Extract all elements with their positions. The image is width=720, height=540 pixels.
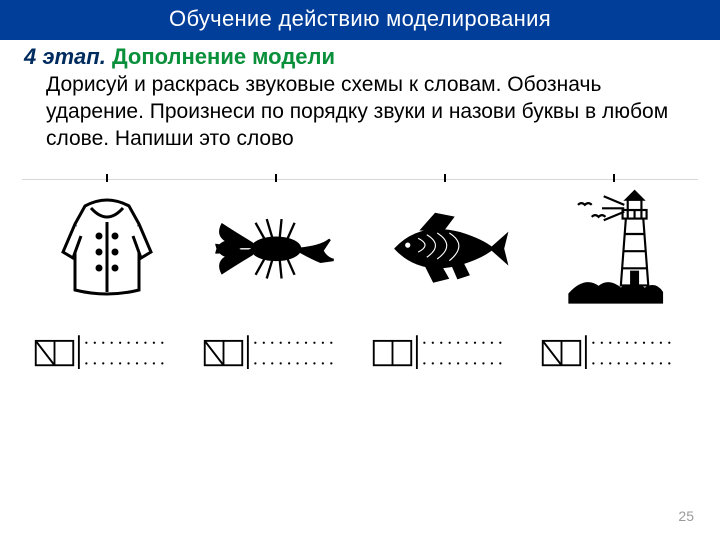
sound-scheme xyxy=(32,334,182,374)
instruction-text: Дорисуй и раскрась звуковые схемы к слов… xyxy=(0,70,720,153)
stage-line: 4 этап. Дополнение модели xyxy=(0,40,720,70)
worksheet xyxy=(22,179,698,416)
worksheet-item xyxy=(529,186,698,374)
crayfish-icon xyxy=(211,186,341,306)
worksheet-item xyxy=(360,186,529,374)
fish-icon xyxy=(380,186,510,306)
banner: Обучение действию моделирования xyxy=(0,0,720,40)
banner-title: Обучение действию моделирования xyxy=(169,6,551,31)
worksheet-item xyxy=(191,186,360,374)
lighthouse-icon xyxy=(549,186,679,306)
sound-scheme xyxy=(370,334,520,374)
worksheet-item xyxy=(22,186,191,374)
coat-icon xyxy=(42,186,172,306)
sound-scheme xyxy=(539,334,689,374)
sound-scheme xyxy=(201,334,351,374)
page-number: 25 xyxy=(678,508,694,524)
stage-label: 4 этап. xyxy=(24,44,106,69)
tick-row xyxy=(22,174,698,182)
stage-title: Дополнение модели xyxy=(112,44,335,69)
